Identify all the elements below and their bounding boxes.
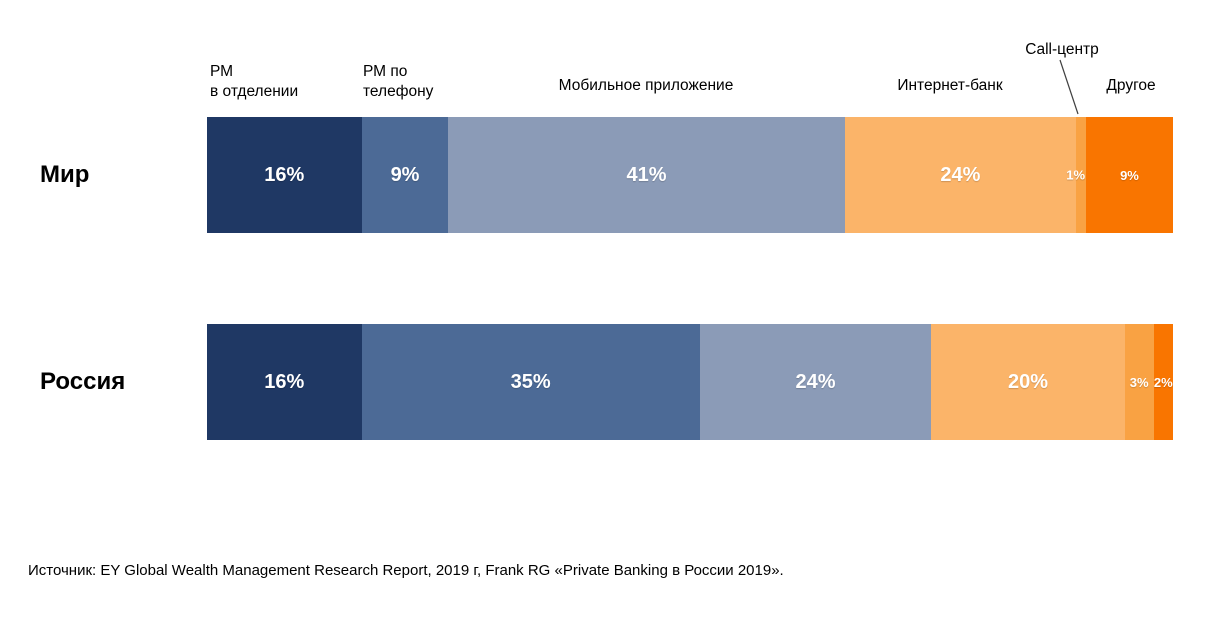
column-header-mobile-app: Мобильное приложение bbox=[558, 77, 734, 94]
bar-segment-Мир-РМ в отделении: 16% bbox=[207, 117, 362, 233]
bar-segment-value: 20% bbox=[1008, 370, 1049, 393]
bar-segment-Россия-Мобильное приложение: 24% bbox=[699, 324, 932, 440]
column-header-other: Другое bbox=[1106, 77, 1156, 94]
source-note: Источник: EY Global Wealth Management Re… bbox=[28, 562, 784, 579]
bar-segment-value: 1% bbox=[1066, 167, 1086, 183]
bar-segment-Россия-Другое: 2% bbox=[1153, 324, 1173, 440]
bar-segment-Мир-Мобильное приложение: 41% bbox=[448, 117, 845, 233]
column-header-rm-phone: РМ по телефону bbox=[363, 63, 434, 100]
bar-segment-value: 35% bbox=[510, 370, 551, 393]
bar-segment-Россия-Call-центр: 3% bbox=[1124, 324, 1154, 440]
bar-segment-value: 24% bbox=[940, 163, 981, 186]
bar-russia: 16% 35% 24% 20% 3% 2% bbox=[207, 324, 1173, 440]
bar-segment-value: 9% bbox=[390, 163, 420, 186]
row-label-world: Мир bbox=[40, 161, 90, 188]
bar-segment-Россия-Интернет-банк: 20% bbox=[931, 324, 1125, 440]
bar-segment-value: 24% bbox=[795, 370, 836, 393]
bar-segment-value: 41% bbox=[626, 163, 667, 186]
row-label-russia: Россия bbox=[40, 368, 126, 395]
bar-segment-Россия-РМ по телефону: 35% bbox=[361, 324, 700, 440]
bar-segment-Мир-Call-центр: 1% bbox=[1066, 117, 1087, 233]
column-header-call-center: Call-центр bbox=[1025, 41, 1099, 58]
bar-segment-Россия-РМ в отделении: 16% bbox=[207, 324, 362, 440]
column-header-internet-bank: Интернет-банк bbox=[897, 77, 1003, 94]
bar-segment-value: 16% bbox=[264, 370, 305, 393]
bar-segment-value: 16% bbox=[264, 163, 305, 186]
bar-segment-Мир-Интернет-банк: 24% bbox=[844, 117, 1077, 233]
bar-segment-value: 9% bbox=[1120, 167, 1139, 183]
bar-segment-value: 3% bbox=[1129, 374, 1149, 390]
bar-world: 16% 9% 41% 24% 1% 9% bbox=[207, 117, 1173, 233]
bar-segment-value: 2% bbox=[1153, 374, 1173, 390]
column-header-rm-branch: РМ в отделении bbox=[210, 63, 299, 100]
bar-segment-Мир-Другое: 9% bbox=[1086, 117, 1173, 233]
bar-segment-Мир-РМ по телефону: 9% bbox=[361, 117, 449, 233]
